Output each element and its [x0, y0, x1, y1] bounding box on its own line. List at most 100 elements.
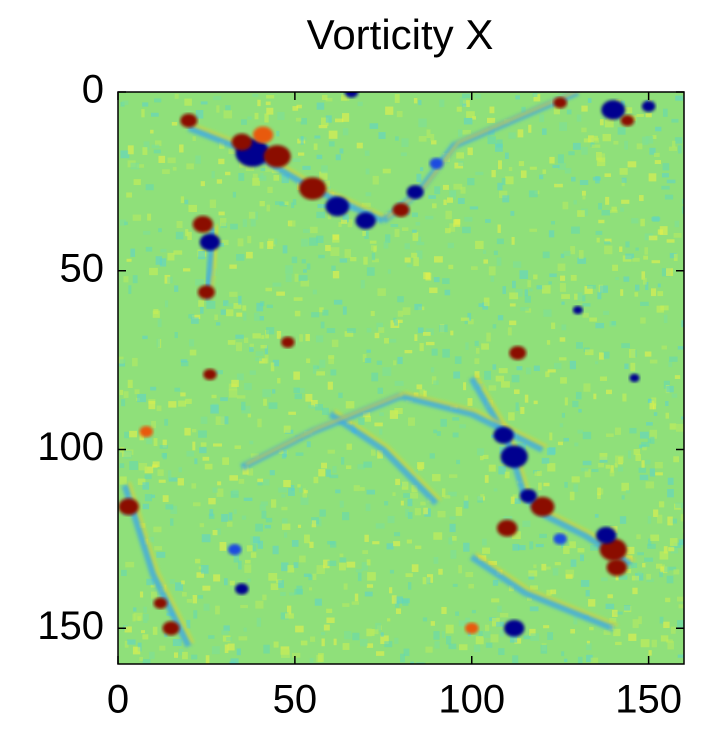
texture-speck — [619, 516, 627, 524]
texture-speck — [622, 393, 627, 402]
texture-speck — [545, 566, 551, 570]
texture-speck — [433, 277, 440, 283]
texture-speck — [156, 338, 161, 348]
texture-speck — [265, 517, 273, 523]
texture-speck — [559, 423, 564, 428]
vortex-blob — [235, 583, 249, 595]
texture-speck — [595, 322, 605, 329]
texture-speck — [221, 513, 229, 522]
texture-speck — [529, 541, 534, 550]
texture-speck — [313, 143, 318, 150]
texture-speck — [384, 641, 393, 648]
texture-speck — [276, 291, 285, 296]
texture-speck — [364, 416, 372, 422]
texture-speck — [292, 106, 299, 111]
texture-speck — [486, 117, 496, 124]
texture-speck — [387, 269, 391, 274]
texture-speck — [469, 206, 479, 210]
texture-speck — [321, 638, 325, 647]
texture-speck — [385, 106, 394, 115]
texture-speck — [572, 400, 579, 408]
y-tick-label: 100 — [37, 425, 104, 469]
texture-speck — [677, 654, 684, 658]
texture-speck — [611, 206, 617, 212]
texture-speck — [247, 235, 252, 244]
texture-speck — [587, 284, 596, 289]
texture-speck — [293, 562, 299, 568]
texture-speck — [362, 550, 369, 555]
texture-speck — [626, 546, 635, 555]
texture-speck — [145, 184, 154, 191]
texture-speck — [375, 523, 385, 529]
texture-speck — [139, 656, 143, 661]
texture-speck — [366, 559, 371, 566]
texture-speck — [560, 253, 565, 258]
texture-speck — [495, 375, 505, 382]
texture-speck — [529, 628, 536, 636]
texture-speck — [397, 296, 404, 303]
texture-speck — [170, 505, 178, 514]
texture-speck — [228, 512, 233, 521]
texture-speck — [202, 456, 210, 461]
heatmap-image — [118, 92, 684, 664]
texture-speck — [298, 275, 308, 282]
texture-speck — [484, 475, 489, 483]
texture-speck — [452, 535, 457, 541]
texture-speck — [351, 601, 360, 605]
texture-speck — [132, 613, 136, 622]
vortex-blob — [464, 622, 479, 634]
texture-speck — [200, 181, 205, 187]
texture-speck — [276, 330, 282, 339]
texture-speck — [605, 603, 615, 610]
texture-speck — [192, 428, 197, 433]
texture-speck — [593, 393, 597, 400]
texture-speck — [597, 291, 602, 300]
texture-speck — [370, 310, 375, 317]
texture-speck — [191, 654, 198, 660]
texture-speck — [492, 364, 497, 370]
texture-speck — [141, 630, 145, 634]
texture-speck — [615, 573, 619, 581]
texture-speck — [238, 560, 242, 570]
texture-speck — [132, 357, 138, 367]
texture-speck — [674, 220, 680, 228]
texture-speck — [644, 557, 654, 562]
texture-speck — [628, 633, 637, 641]
texture-speck — [222, 457, 230, 465]
texture-speck — [352, 632, 360, 641]
texture-speck — [414, 334, 418, 342]
texture-speck — [164, 633, 168, 638]
texture-speck — [198, 566, 203, 570]
texture-speck — [513, 389, 520, 395]
texture-speck — [338, 221, 342, 227]
texture-speck — [384, 501, 389, 506]
texture-speck — [561, 301, 565, 305]
texture-speck — [327, 381, 333, 390]
filament — [400, 392, 545, 453]
texture-speck — [164, 418, 169, 426]
texture-speck — [259, 316, 264, 321]
texture-speck — [188, 204, 198, 213]
texture-speck — [338, 392, 343, 399]
texture-speck — [640, 639, 650, 648]
texture-speck — [338, 562, 346, 571]
texture-speck — [132, 275, 138, 284]
texture-speck — [423, 507, 428, 515]
texture-speck — [559, 122, 568, 131]
texture-speck — [448, 474, 458, 478]
texture-speck — [139, 431, 144, 441]
texture-speck — [257, 478, 264, 483]
texture-speck — [582, 196, 586, 200]
texture-speck — [180, 392, 186, 397]
texture-speck — [393, 541, 401, 547]
texture-speck — [132, 214, 142, 221]
texture-speck — [302, 228, 311, 233]
texture-speck — [621, 100, 625, 106]
texture-speck — [657, 229, 663, 235]
texture-speck — [303, 573, 312, 578]
texture-speck — [362, 354, 367, 363]
texture-speck — [604, 119, 614, 128]
texture-speck — [247, 578, 251, 582]
texture-speck — [671, 118, 679, 123]
texture-speck — [566, 109, 572, 115]
